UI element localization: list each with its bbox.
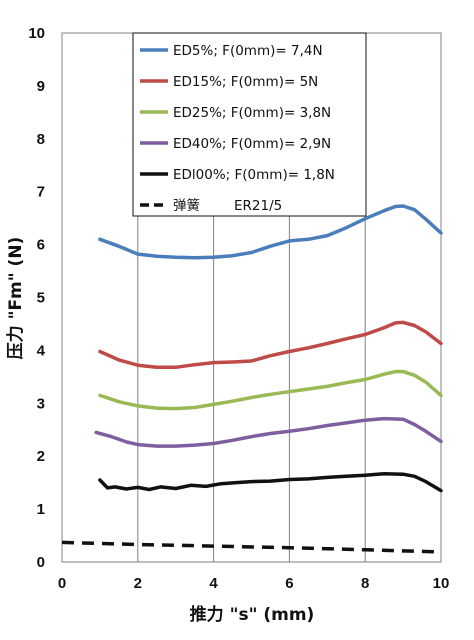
y-tick-label: 3	[37, 395, 45, 412]
y-tick-label: 2	[37, 448, 45, 465]
y-tick-label: 5	[37, 290, 45, 307]
legend-label-4: ED40%; F(0mm)= 2,9N	[173, 136, 331, 152]
y-tick-label: 7	[37, 184, 45, 201]
x-tick-labels: 0 2 4 6 8 10	[58, 575, 450, 592]
legend-label-6: 弹簧	[173, 198, 200, 214]
series-line-2	[98, 320, 443, 370]
y-axis-title: 压力 "Fm" (N)	[5, 237, 26, 360]
series-line-5	[98, 471, 443, 493]
series-line-6	[61, 540, 442, 554]
legend-box	[132, 32, 367, 217]
legend: ED5%; F(0mm)= 7,4N ED15%; F(0mm)= 5N ED25%…	[132, 32, 367, 217]
x-axis-title: 推力 "s" (mm)	[190, 604, 315, 625]
y-tick-labels: 0 1 2 3 4 5 6 7 8 9 10	[28, 25, 45, 571]
x-tick-label: 8	[361, 575, 369, 592]
series-layer	[61, 204, 443, 554]
series-line-1	[98, 204, 443, 260]
x-tick-label: 10	[433, 575, 450, 592]
y-tick-label: 6	[37, 237, 45, 254]
y-tick-label: 9	[37, 78, 45, 95]
y-tick-label: 0	[37, 554, 45, 571]
y-tick-label: 1	[37, 501, 45, 518]
x-tick-label: 0	[58, 575, 66, 592]
legend-label-3: ED25%; F(0mm)= 3,8N	[173, 105, 331, 121]
x-tick-label: 2	[134, 575, 142, 592]
series-line-4	[94, 416, 443, 448]
legend-extra-label: ER21/5	[234, 198, 282, 214]
x-tick-label: 4	[209, 575, 218, 592]
legend-label-2: ED15%; F(0mm)= 5N	[173, 74, 318, 90]
legend-label-1: ED5%; F(0mm)= 7,4N	[173, 43, 323, 59]
y-tick-label: 10	[28, 25, 45, 42]
series-line-3	[98, 369, 443, 411]
y-tick-label: 4	[37, 342, 46, 359]
y-tick-label: 8	[37, 131, 45, 148]
x-tick-label: 6	[285, 575, 293, 592]
legend-label-5: EDl00%; F(0mm)= 1,8N	[173, 167, 335, 183]
